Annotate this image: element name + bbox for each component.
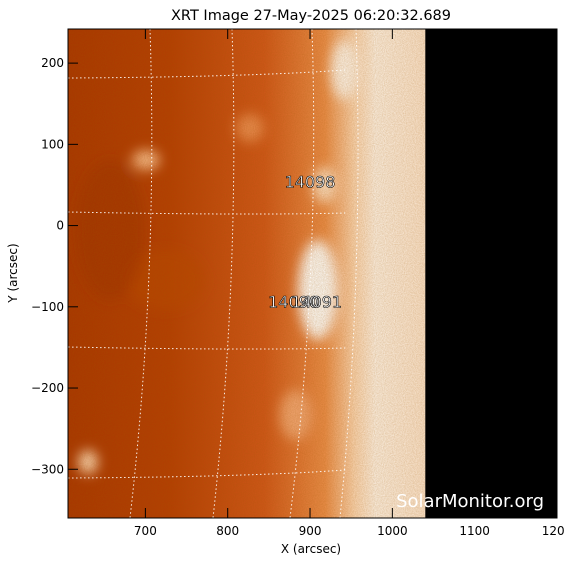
x-tick-label: 1200	[542, 524, 564, 538]
grid-line	[68, 69, 346, 79]
y-tick-label: −100	[31, 300, 64, 314]
y-tick-label: 200	[41, 56, 64, 70]
region-label: 14090	[268, 293, 319, 312]
x-tick-label: 1000	[377, 524, 408, 538]
grid-line	[68, 469, 346, 479]
y-tick-label: 0	[56, 219, 64, 233]
watermark: SolarMonitor.org	[396, 491, 544, 512]
grid-line	[68, 211, 346, 215]
plot-title: XRT Image 27-May-2025 06:20:32.689	[171, 8, 451, 24]
x-tick-label: 900	[299, 524, 322, 538]
heliographic-grid	[68, 29, 359, 518]
axis-ticks: 7008009001000110012002001000−100−200−300	[31, 29, 564, 538]
region-label: 14098	[285, 172, 336, 191]
plot-frame	[67, 28, 558, 519]
x-axis-label: X (arcsec)	[281, 542, 341, 556]
y-tick-label: −300	[31, 462, 64, 476]
grid-line	[129, 29, 153, 518]
image-texture	[68, 29, 426, 518]
y-tick-label: −200	[31, 381, 64, 395]
x-tick-label: 800	[216, 524, 239, 538]
grid-line	[339, 29, 359, 518]
grid-line	[289, 29, 315, 518]
y-tick-label: 100	[41, 137, 64, 151]
x-tick-label: 1100	[459, 524, 490, 538]
region-label: 14091	[291, 293, 342, 312]
y-axis-label: Y (arcsec)	[6, 243, 20, 303]
grid-line	[68, 346, 346, 350]
x-tick-label: 700	[134, 524, 157, 538]
grid-line	[212, 29, 235, 518]
